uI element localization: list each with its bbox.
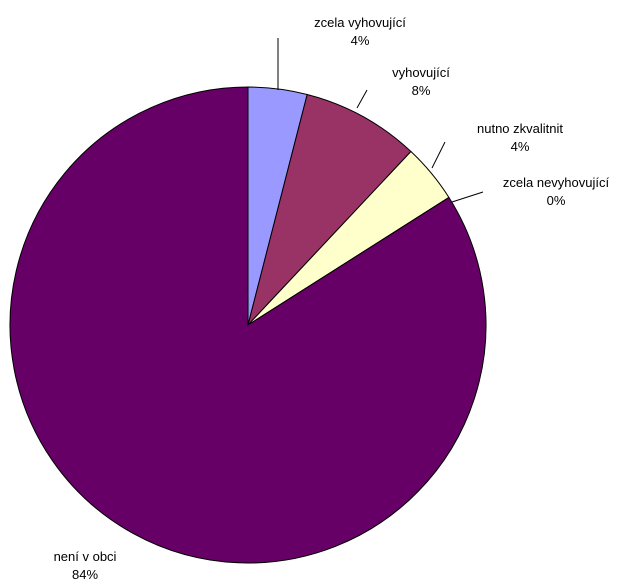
slice-label-1: zcela vyhovující bbox=[314, 15, 406, 30]
slice-percent-1: 4% bbox=[351, 33, 370, 48]
leader-line-2 bbox=[356, 89, 368, 109]
slice-percent-4: 0% bbox=[547, 193, 566, 208]
pie-slice-2 bbox=[247, 93, 412, 326]
leader-line-3 bbox=[431, 141, 446, 169]
slice-label-4: zcela nevyhovující bbox=[503, 175, 610, 190]
slice-percent-5: 84% bbox=[72, 567, 98, 582]
slice-label-3: nutno zkvalitnit bbox=[477, 121, 563, 136]
slice-percent-3: 4% bbox=[511, 139, 530, 154]
slice-label-2: vyhovující bbox=[392, 65, 450, 80]
slice-label-5: není v obci bbox=[54, 549, 117, 564]
slice-percent-2: 8% bbox=[412, 83, 431, 98]
pie-slice-5 bbox=[9, 86, 487, 564]
leader-line-4 bbox=[451, 191, 484, 203]
